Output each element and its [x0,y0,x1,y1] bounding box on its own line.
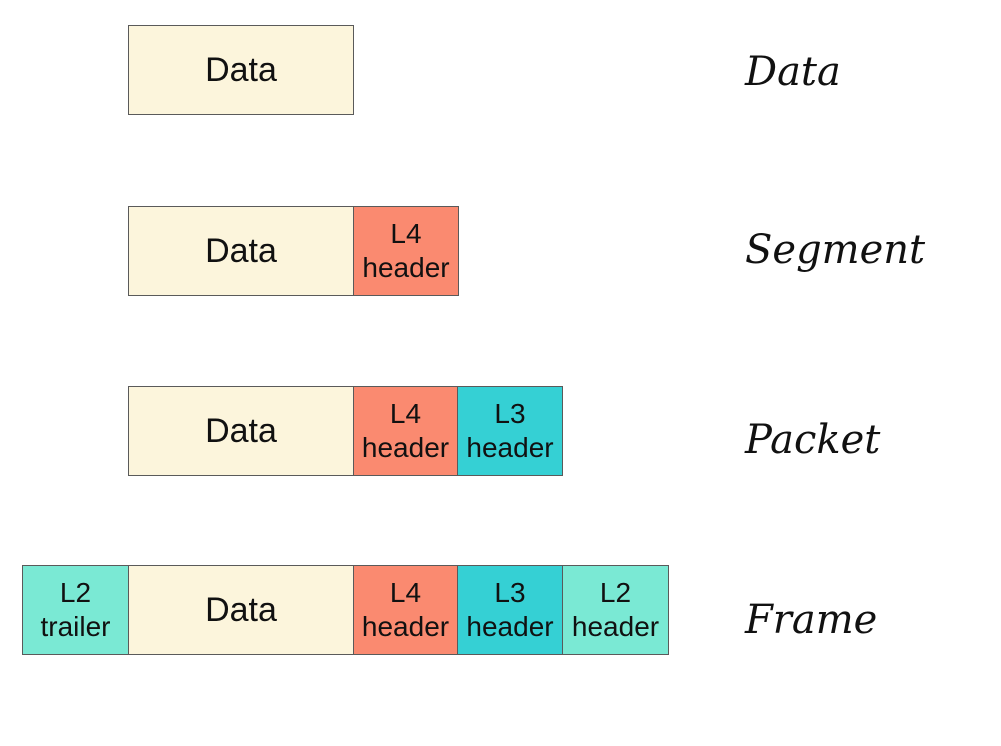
encapsulation-row-packet: Data L4 header L3 header Packet [0,386,1001,476]
l4-header-line1: L4 [389,398,422,429]
l3-header-line1: L3 [494,398,526,429]
data-block: Data [128,565,354,655]
encapsulation-row-data: Data Data [0,25,1001,115]
data-block: Data [128,25,354,115]
l2-trailer-line1: L2 [59,577,92,608]
data-block: Data [128,206,354,296]
l2-header-line1: L2 [599,577,632,608]
stage-label-packet: Packet [745,417,881,463]
l4-header-block: L4 header [353,565,458,655]
encapsulation-row-frame: L2 trailer Data L4 header L3 header L2 h… [0,565,1001,655]
data-block-label: Data [205,231,277,270]
data-block-label: Data [205,411,277,450]
l4-header-line1: L4 [389,577,422,608]
l2-trailer-line2: trailer [40,611,111,642]
encapsulation-row-segment: Data L4 header Segment [0,206,1001,296]
l2-trailer-block: L2 trailer [22,565,129,655]
stage-label-frame: Frame [745,597,878,643]
l4-header-line2: header [361,432,450,463]
l4-header-block: L4 header [353,206,459,296]
data-block-label: Data [205,50,277,89]
l3-header-line1: L3 [494,577,526,608]
l2-header-line2: header [571,611,660,642]
l3-header-block: L3 header [457,565,563,655]
data-block-label: Data [205,590,277,629]
l3-header-line2: header [466,432,554,463]
l2-header-block: L2 header [562,565,669,655]
l3-header-block: L3 header [457,386,563,476]
l4-header-line2: header [361,611,450,642]
data-block: Data [128,386,354,476]
l4-header-line1: L4 [390,218,422,249]
l4-header-line2: header [362,252,450,283]
l3-header-line2: header [466,611,554,642]
stage-label-data: Data [745,49,841,95]
l4-header-block: L4 header [353,386,458,476]
stage-label-segment: Segment [745,227,926,273]
